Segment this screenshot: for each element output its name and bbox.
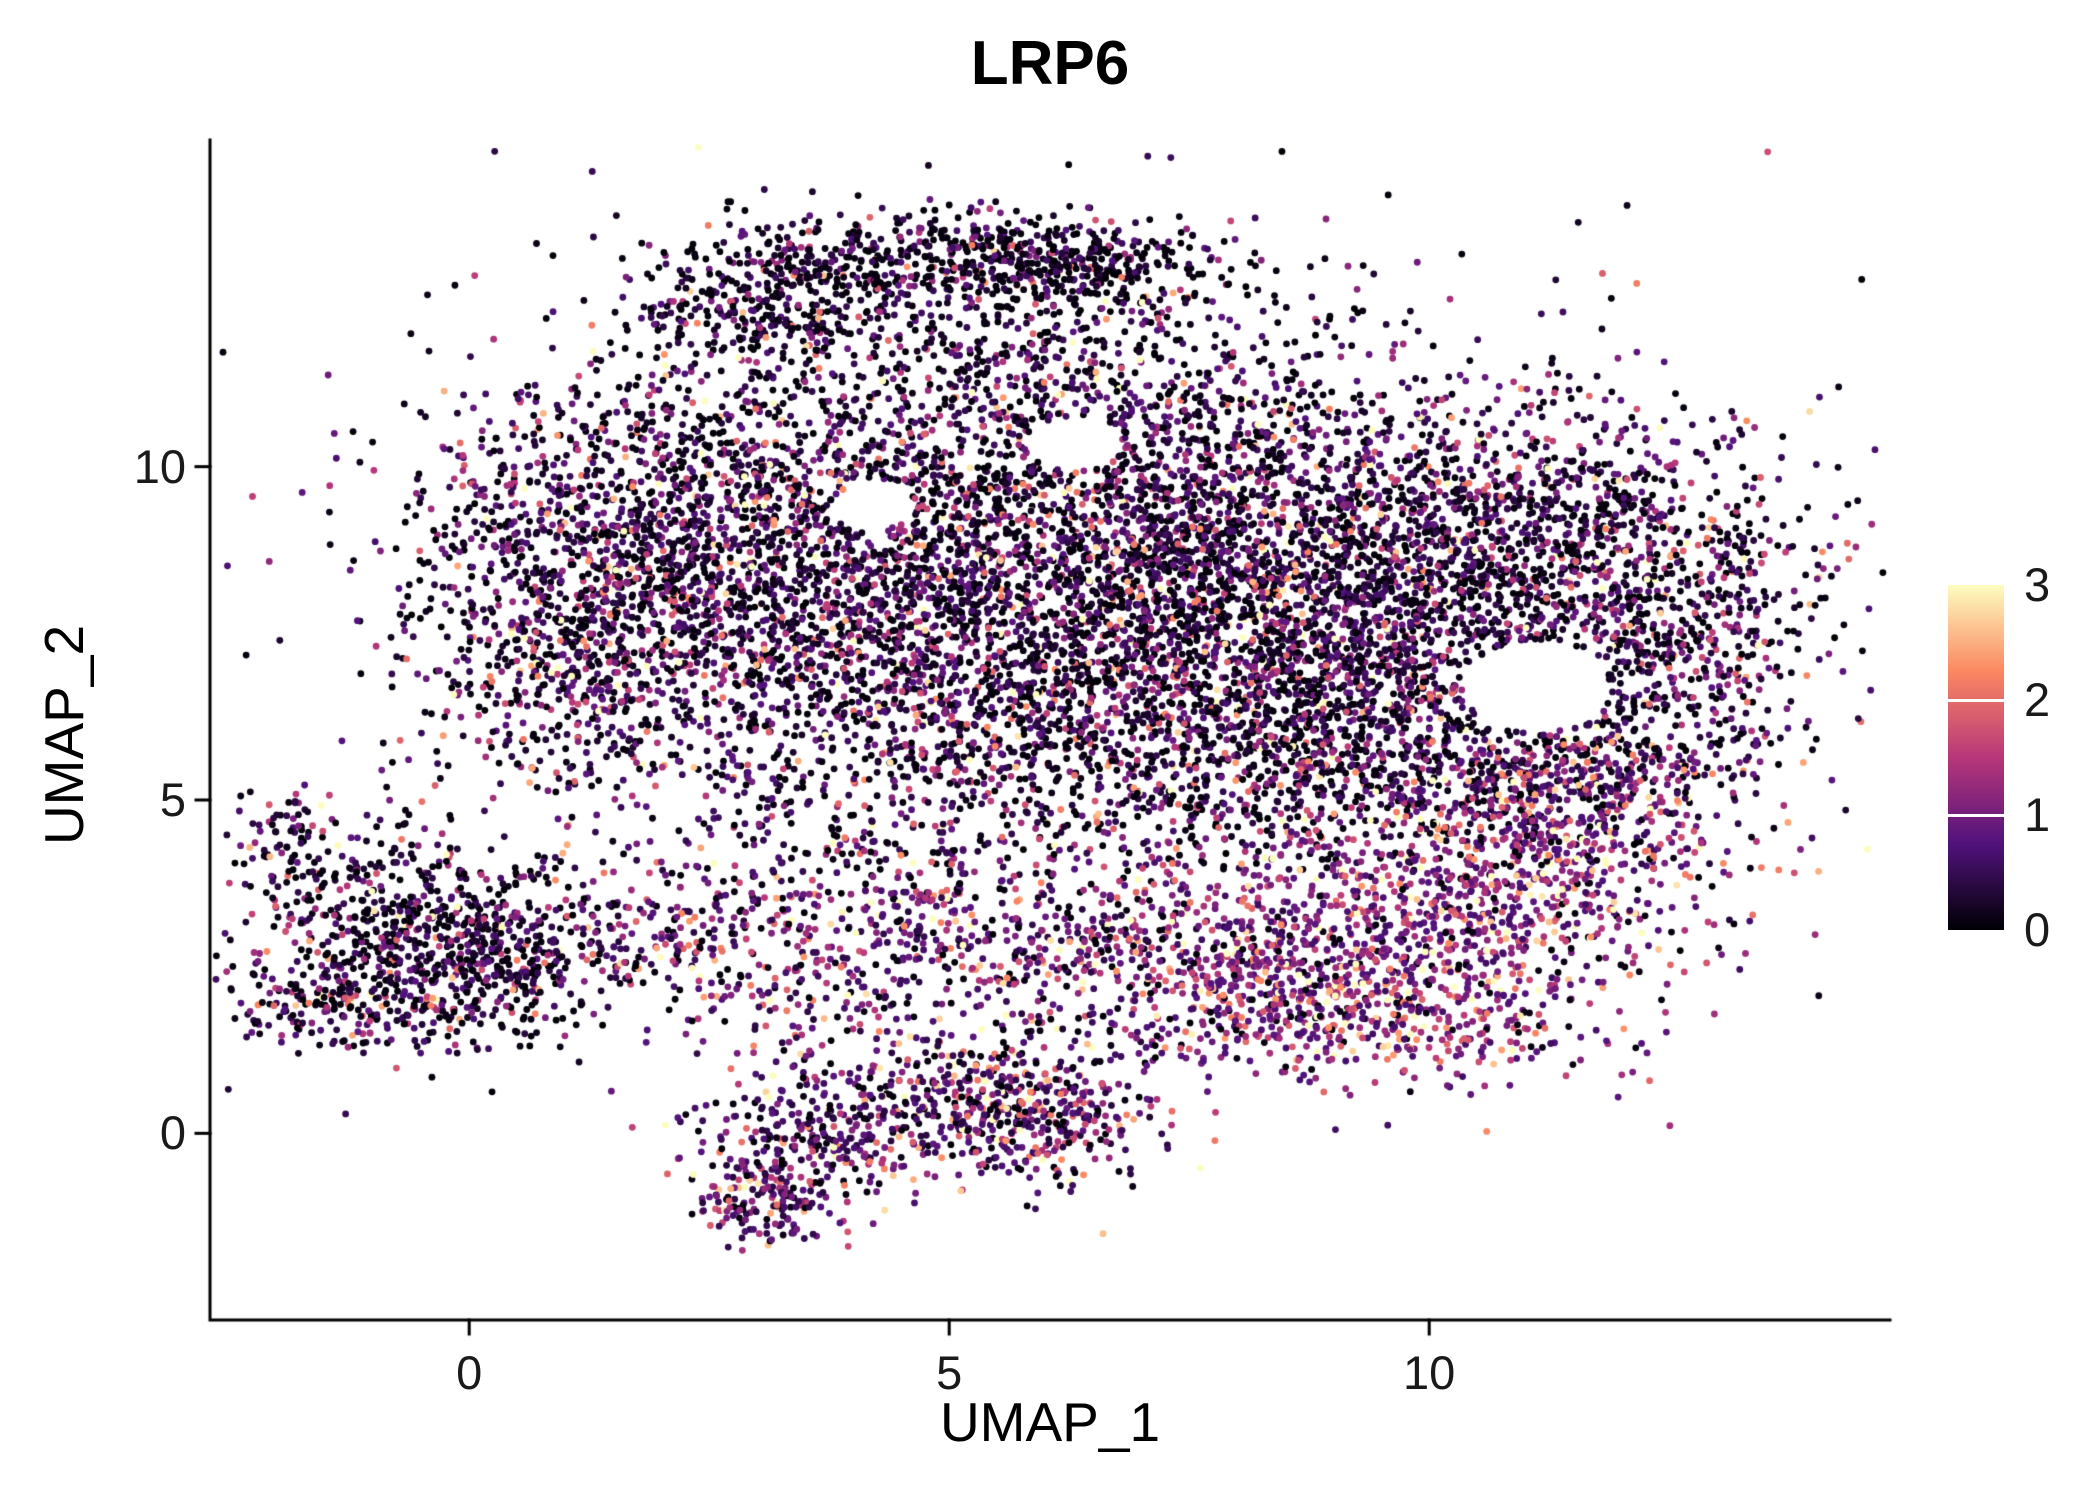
x-tick-label: 0: [456, 1346, 483, 1399]
x-tick-label: 10: [1403, 1346, 1456, 1399]
y-tick-label: 0: [159, 1106, 186, 1160]
colorbar-tick-label: 0: [2024, 903, 2051, 956]
x-tick-label: 5: [936, 1346, 963, 1399]
x-axis-label: UMAP_1: [939, 1391, 1161, 1453]
colorbar-tick-mark: [1948, 813, 2004, 817]
colorbar-tick-label: 3: [2024, 558, 2051, 611]
colorbar-tick-label: 2: [2024, 673, 2051, 726]
y-tick-label: 10: [133, 439, 186, 493]
colorbar-legend: [1948, 585, 2004, 930]
colorbar-tick-label: 1: [2024, 788, 2051, 841]
colorbar-tick-mark: [1948, 698, 2004, 702]
y-tick-label: 5: [159, 773, 186, 826]
